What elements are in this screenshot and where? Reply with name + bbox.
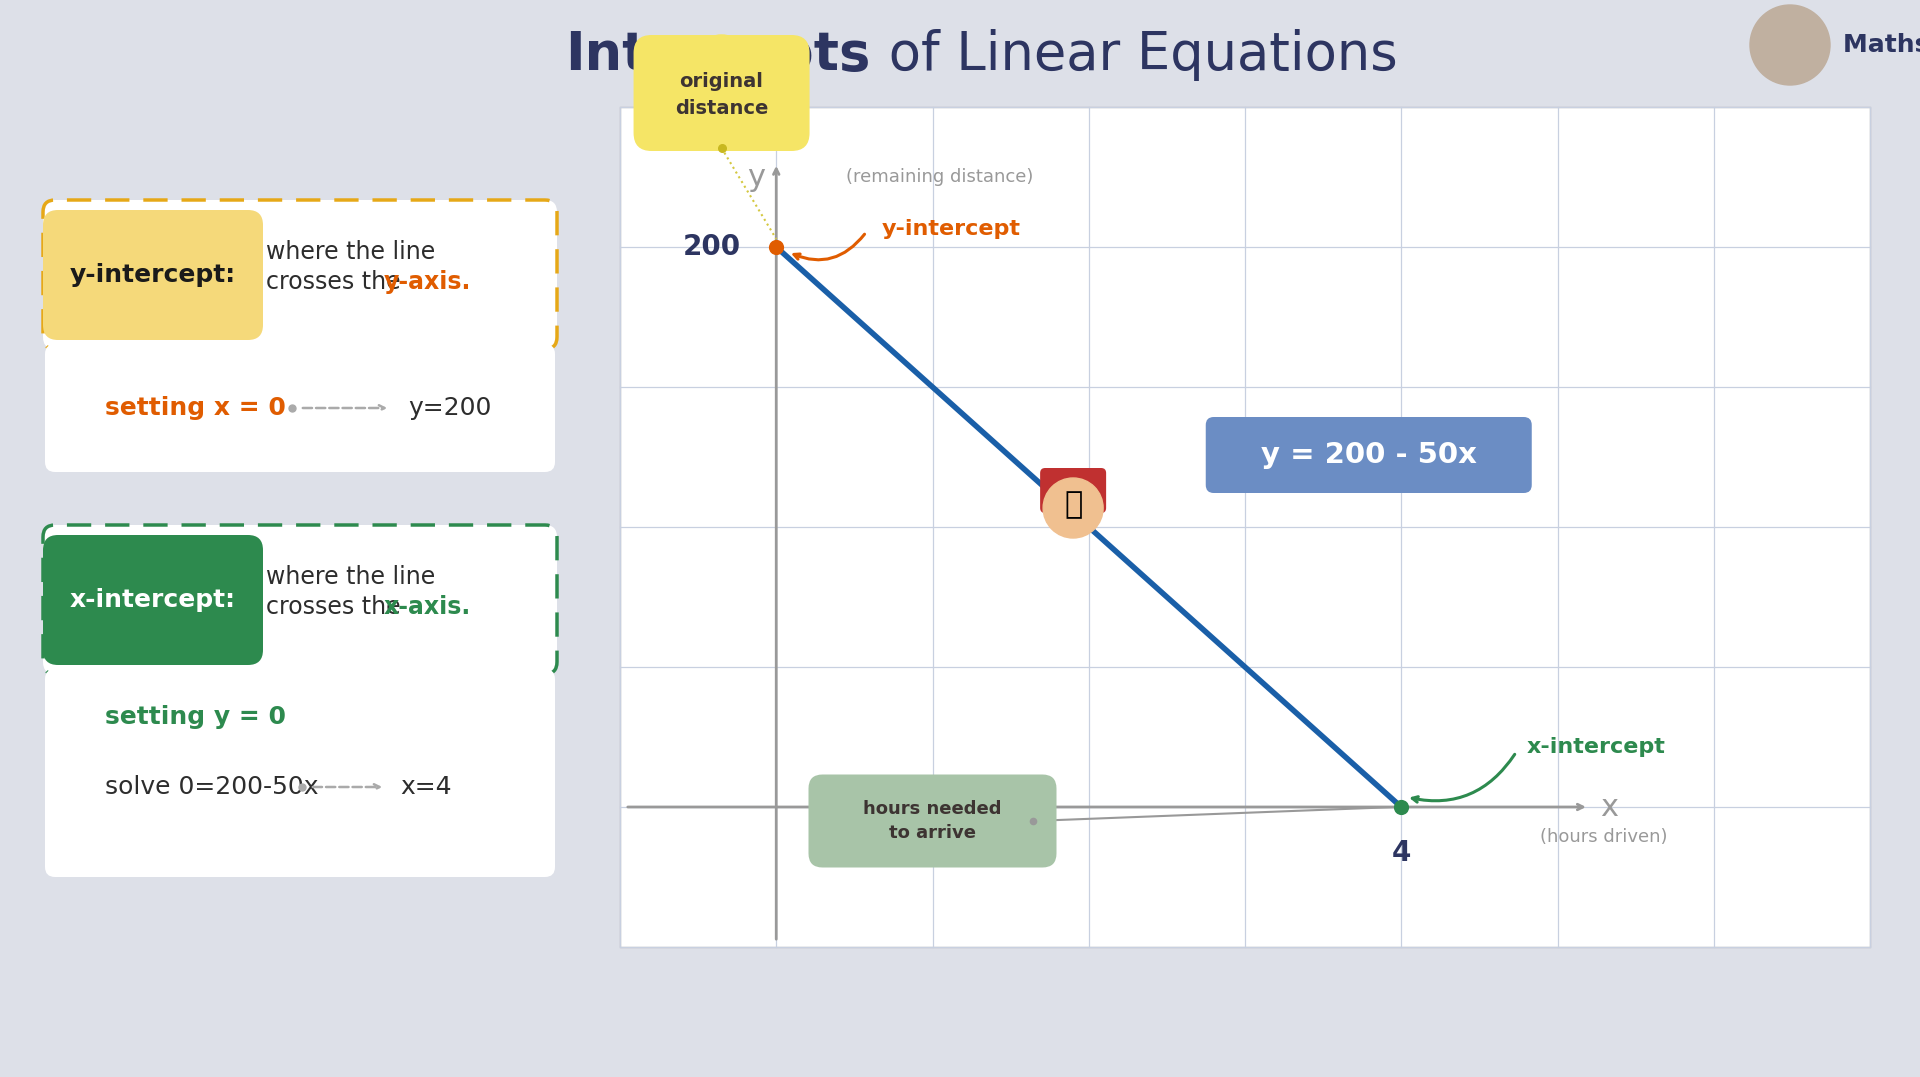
FancyBboxPatch shape (44, 344, 555, 472)
Point (760, 238, 791, 255)
Text: where the line: where the line (267, 565, 436, 589)
Circle shape (662, 47, 710, 95)
FancyBboxPatch shape (44, 669, 555, 877)
Text: Maths Angel: Maths Angel (1843, 33, 1920, 57)
FancyBboxPatch shape (1206, 417, 1532, 493)
Text: 🤓: 🤓 (1064, 490, 1083, 519)
Text: y-intercept:: y-intercept: (69, 263, 236, 286)
FancyBboxPatch shape (634, 34, 810, 151)
Text: y: y (747, 163, 766, 192)
Circle shape (693, 34, 749, 90)
FancyBboxPatch shape (42, 210, 263, 340)
Circle shape (1749, 5, 1830, 85)
Text: 4: 4 (1392, 839, 1411, 867)
FancyBboxPatch shape (42, 524, 557, 674)
Text: where the line: where the line (267, 240, 436, 264)
Text: x=4: x=4 (399, 775, 451, 799)
Circle shape (649, 70, 685, 106)
Text: y-axis.: y-axis. (384, 270, 472, 294)
Text: original
distance: original distance (674, 72, 768, 117)
Text: of Linear Equations: of Linear Equations (872, 29, 1398, 81)
Text: x: x (1599, 793, 1619, 822)
Text: setting x = 0: setting x = 0 (106, 396, 286, 420)
Text: crosses the: crosses the (267, 270, 409, 294)
Circle shape (1043, 478, 1104, 538)
Text: setting y = 0: setting y = 0 (106, 705, 286, 729)
FancyBboxPatch shape (808, 774, 1056, 867)
Text: hours needed
to arrive: hours needed to arrive (864, 799, 1002, 842)
Text: y-intercept: y-intercept (881, 219, 1020, 239)
Text: solve 0=200-50x: solve 0=200-50x (106, 775, 319, 799)
FancyBboxPatch shape (42, 535, 263, 665)
Text: Intercepts: Intercepts (564, 29, 870, 81)
Text: y=200: y=200 (407, 396, 492, 420)
Text: x-intercept:: x-intercept: (69, 588, 236, 612)
Text: y = 200 - 50x: y = 200 - 50x (1261, 440, 1476, 468)
Text: x-intercept: x-intercept (1526, 737, 1665, 757)
Text: (hours driven): (hours driven) (1540, 828, 1667, 847)
Text: 200: 200 (684, 233, 741, 261)
Point (1018, 812, 1048, 829)
FancyBboxPatch shape (42, 200, 557, 349)
Point (1386, 798, 1417, 815)
Point (707, 139, 737, 156)
Circle shape (758, 70, 795, 106)
Text: x-axis.: x-axis. (384, 595, 470, 619)
FancyBboxPatch shape (620, 107, 1870, 947)
Text: (remaining distance): (remaining distance) (847, 168, 1033, 186)
Circle shape (733, 47, 781, 95)
Text: crosses the: crosses the (267, 595, 409, 619)
FancyBboxPatch shape (1041, 468, 1106, 513)
